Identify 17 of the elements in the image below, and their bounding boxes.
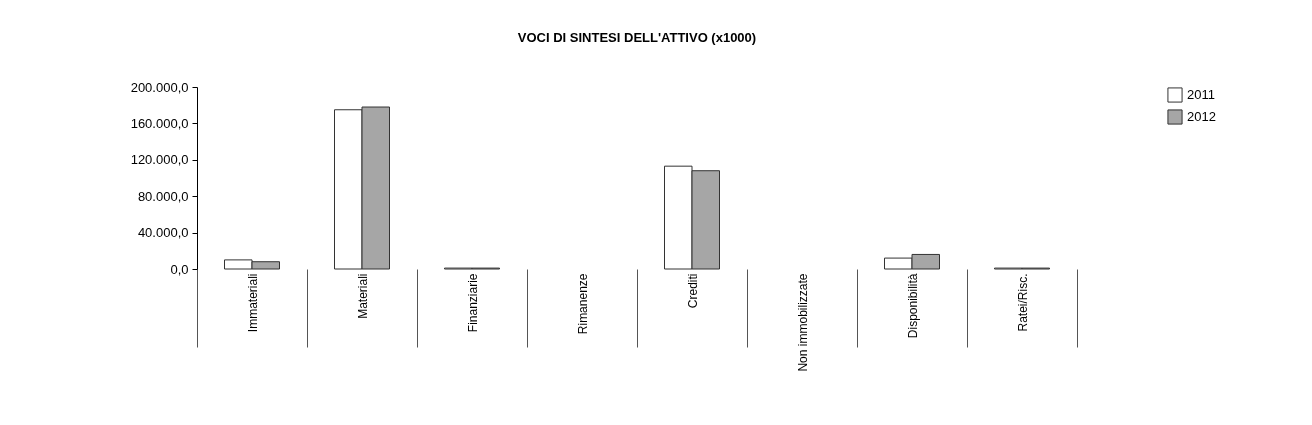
y-tick-label: 40.000,0: [137, 225, 189, 241]
legend-label: 2011: [1187, 87, 1215, 102]
y-tick-label: 200.000,0: [130, 79, 189, 95]
x-tick-label: Immateriali: [245, 273, 260, 333]
y-tick-label: 80.000,0: [137, 188, 189, 204]
x-tick-label: Materiali: [355, 273, 370, 319]
x-tick-label: Non immobilizzate: [795, 273, 810, 372]
x-tick-label: Rimanenze: [575, 273, 590, 335]
x-tick-label: Disponibilità: [905, 273, 920, 339]
x-tick-label: Crediti: [685, 273, 700, 309]
x-tick-label: Ratei/Risc.: [1015, 273, 1030, 332]
chart-title: VOCI DI SINTESI DELL'ATTIVO (x1000): [517, 30, 757, 45]
y-tick-label: 160.000,0: [130, 115, 189, 131]
x-tick-label: Finanziarie: [465, 273, 480, 333]
legend-label: 2012: [1187, 109, 1216, 124]
y-tick-label: 120.000,0: [130, 152, 189, 168]
y-tick-label: 0,0: [170, 261, 189, 277]
